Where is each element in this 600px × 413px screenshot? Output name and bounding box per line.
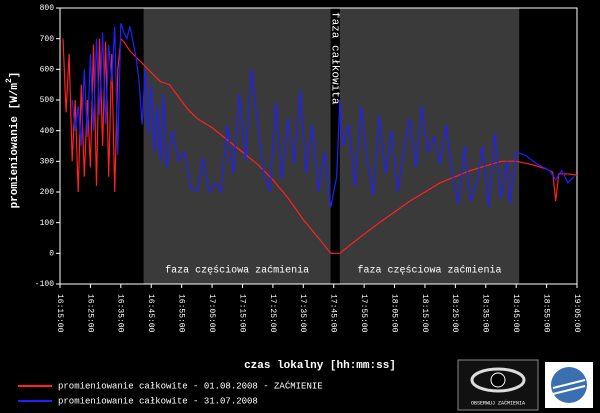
x-tick-label: 18:05:00 xyxy=(389,294,398,333)
x-tick-label: 16:15:00 xyxy=(55,294,64,333)
phase-band xyxy=(330,8,340,284)
legend-label: promieniowanie całkowite - 31.07.2008 xyxy=(58,396,258,406)
series-line xyxy=(71,23,575,208)
logo-lines xyxy=(552,379,586,395)
x-tick-label: 18:15:00 xyxy=(420,294,429,333)
y-tick-label: 500 xyxy=(40,96,55,105)
x-tick-label: 17:25:00 xyxy=(268,294,277,333)
y-label-sup: 2 xyxy=(5,78,14,83)
legend-label: promieniowanie całkowite - 01.08.2008 - … xyxy=(58,380,323,391)
y-tick-label: 100 xyxy=(40,219,55,228)
y-axis-label: promieniowanie [W/m2] xyxy=(5,72,21,209)
phase-band xyxy=(143,8,331,284)
x-tick-label: 17:45:00 xyxy=(329,294,338,333)
x-tick-label: 18:35:00 xyxy=(481,294,490,333)
x-tick-label: 16:25:00 xyxy=(85,294,94,333)
phase-label: faza całkowita xyxy=(328,12,340,105)
y-tick-label: 600 xyxy=(40,65,55,74)
plot-area: faza częściowa zaćmienia faza całkowita fa… xyxy=(35,4,581,332)
y-tick-label: 300 xyxy=(40,157,55,166)
logo-text: OBSERWUJ ZAĆMIENIA xyxy=(471,399,525,406)
logo-eclipse: OBSERWUJ ZAĆMIENIA xyxy=(457,359,539,411)
x-tick-label: 16:55:00 xyxy=(177,294,186,333)
x-tick-label: 17:15:00 xyxy=(237,294,246,333)
phase-label: faza częściowa zaćmienia xyxy=(357,265,501,277)
plot-frame xyxy=(59,7,578,285)
logo-pupil xyxy=(490,372,506,388)
x-tick-label: 16:35:00 xyxy=(116,294,125,333)
x-tick-label: 18:25:00 xyxy=(450,294,459,333)
y-tick-label: 800 xyxy=(40,4,55,13)
x-tick-label: 17:55:00 xyxy=(359,294,368,333)
y-tick-label: 400 xyxy=(40,127,55,136)
y-tick-label: -100 xyxy=(35,280,54,289)
x-tick-label: 19:05:00 xyxy=(572,294,581,333)
y-tick-label: 700 xyxy=(40,35,55,44)
x-axis-label: czas lokalny [hh:mm:ss] xyxy=(244,360,396,372)
logo-institute xyxy=(545,362,593,408)
y-tick-label: 200 xyxy=(40,188,55,197)
logo-eye xyxy=(470,367,526,393)
series-line xyxy=(62,37,578,254)
y-label: promieniowanie [W/m xyxy=(9,83,21,209)
phase-band xyxy=(339,8,520,284)
x-tick-label: 18:55:00 xyxy=(541,294,550,333)
x-tick-label: 18:45:00 xyxy=(511,294,520,333)
x-tick-label: 17:35:00 xyxy=(298,294,307,333)
x-tick-label: 16:45:00 xyxy=(146,294,155,333)
y-label-end: ] xyxy=(9,72,21,79)
phase-label: faza częściowa zaćmienia xyxy=(165,265,309,277)
y-tick-label: 0 xyxy=(49,249,54,258)
x-tick-label: 17:05:00 xyxy=(207,294,216,333)
